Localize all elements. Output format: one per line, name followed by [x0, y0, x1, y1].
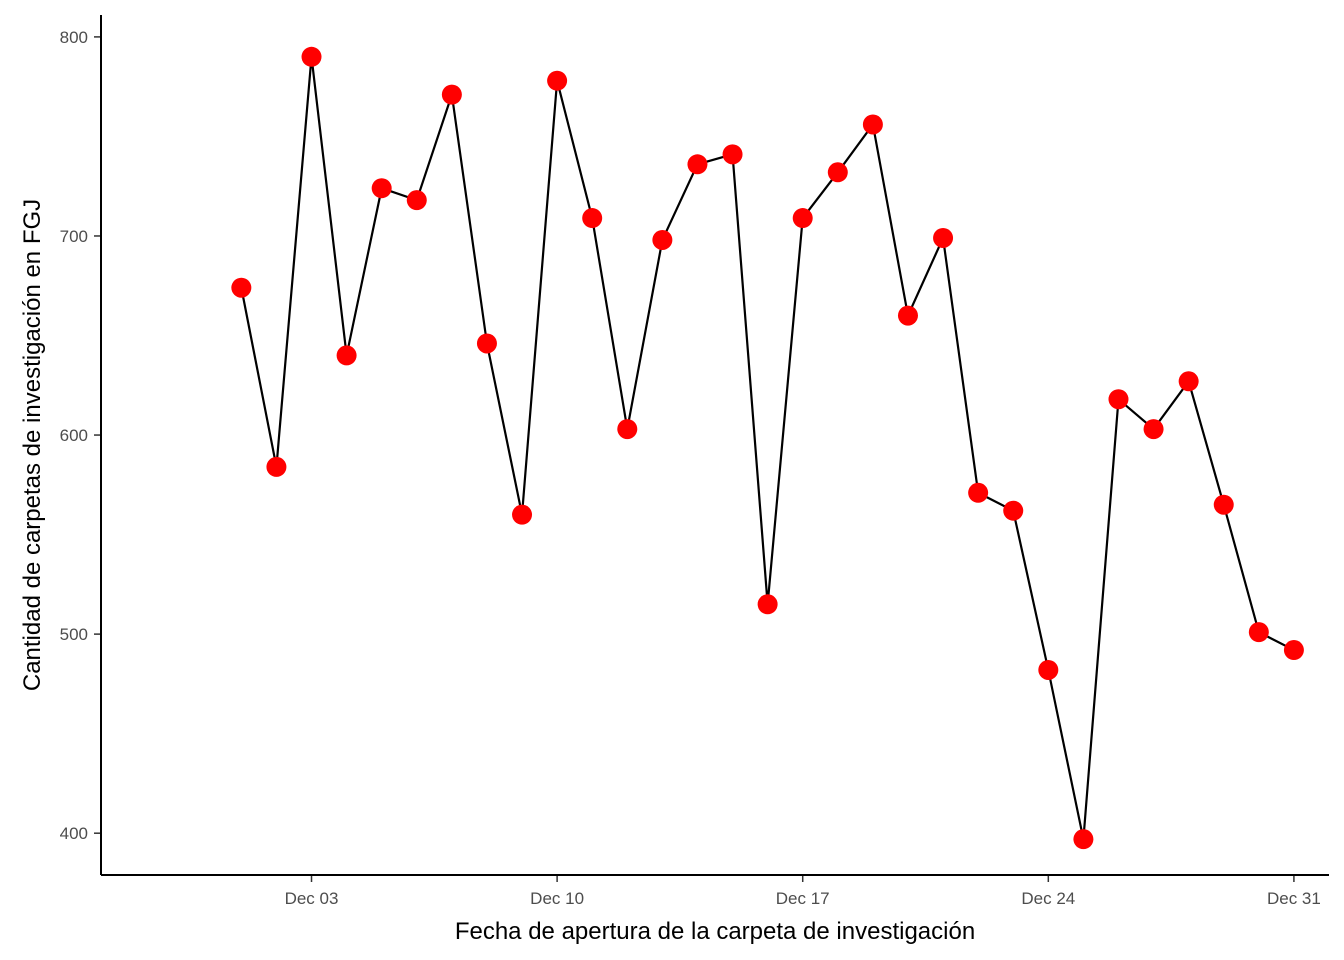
data-point — [617, 419, 638, 440]
x-axis-ticks: Dec 03 Dec 10 Dec 17 Dec 24 Dec 31 — [285, 875, 1321, 908]
data-point — [1178, 371, 1199, 392]
data-point — [1073, 829, 1094, 850]
data-point — [1038, 659, 1059, 680]
y-tick-label: 700 — [60, 227, 88, 246]
data-point — [406, 190, 427, 211]
data-point — [371, 178, 392, 199]
series-line — [240, 56, 1295, 840]
data-point — [792, 208, 813, 229]
data-points — [231, 46, 1304, 850]
x-tick-label: Dec 03 — [285, 889, 339, 908]
data-point — [933, 227, 954, 248]
data-point — [968, 482, 989, 503]
data-point — [231, 277, 252, 298]
y-axis-title: Cantidad de carpetas de investigación en… — [19, 199, 46, 691]
data-point — [862, 114, 883, 135]
data-point — [1143, 419, 1164, 440]
data-point — [476, 333, 497, 354]
x-tick-label: Dec 17 — [776, 889, 830, 908]
data-point — [512, 504, 533, 525]
y-axis-ticks: 400 500 600 700 800 — [60, 28, 101, 843]
data-point — [547, 70, 568, 91]
data-point — [582, 208, 603, 229]
data-point — [1248, 622, 1269, 643]
data-point — [1213, 494, 1234, 515]
data-point — [301, 46, 322, 67]
data-point — [336, 345, 357, 366]
x-axis-title: Fecha de apertura de la carpeta de inves… — [455, 918, 975, 945]
y-tick-label: 600 — [60, 426, 88, 445]
data-point — [722, 144, 743, 165]
data-point — [266, 456, 287, 477]
data-point — [757, 594, 778, 615]
data-point — [687, 154, 708, 175]
data-point — [897, 305, 918, 326]
y-tick-label: 400 — [60, 824, 88, 843]
x-tick-label: Dec 24 — [1021, 889, 1075, 908]
data-point — [1283, 640, 1304, 661]
data-point — [652, 229, 673, 250]
x-tick-label: Dec 31 — [1267, 889, 1321, 908]
data-point — [827, 162, 848, 183]
y-tick-label: 800 — [60, 28, 88, 47]
x-tick-label: Dec 10 — [530, 889, 584, 908]
data-point — [1003, 500, 1024, 521]
y-tick-label: 500 — [60, 625, 88, 644]
data-point — [441, 84, 462, 105]
data-point — [1108, 389, 1129, 410]
